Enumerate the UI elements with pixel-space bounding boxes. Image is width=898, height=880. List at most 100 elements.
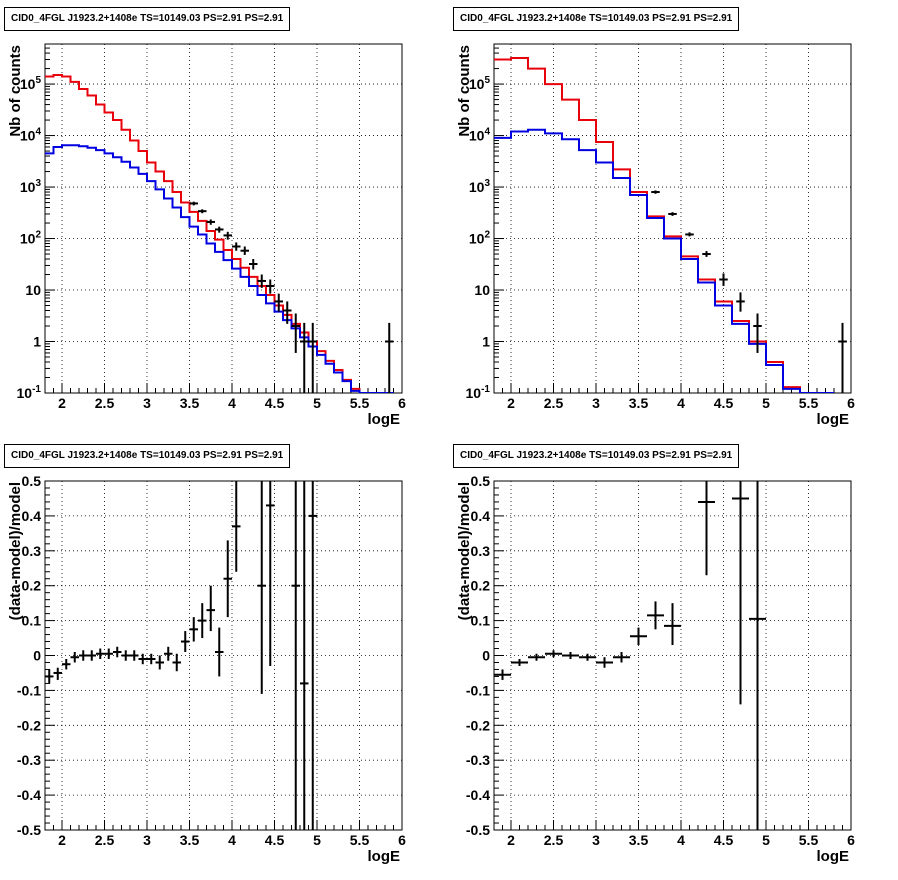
y-tick-label: -0.4 [466,787,490,803]
data-point [838,322,847,393]
data-point [130,650,139,661]
x-tick-label: 5.5 [350,832,370,848]
plot-area-top-right [494,57,847,393]
data-point [96,648,105,659]
data-point [240,246,249,255]
histogram-series-red [45,73,394,393]
x-tick-label: 4 [228,832,236,848]
data-point [274,293,283,312]
panel-title-top-right: CID0_4FGL J1923.2+1408e TS=10149.03 PS=2… [453,7,740,31]
data-point [198,209,207,214]
x-tick-label: 5.5 [799,395,819,411]
y-tick-label: -0.1 [17,682,41,698]
x-tick-label: 2.5 [544,395,564,411]
data-point [647,601,664,630]
data-point [62,658,71,670]
x-axis-label: logE [368,411,401,428]
y-tick-label: 0.5 [22,473,42,489]
y-tick-label: 104 [469,127,491,144]
x-tick-label: 4 [677,395,685,411]
x-tick-label: 6 [398,395,406,411]
y-tick-label: 0.3 [22,543,42,559]
data-point [215,627,224,677]
x-tick-label: 5 [762,832,770,848]
y-tick-label: 102 [469,230,491,247]
y-axis-label: Nb of counts [7,45,24,137]
x-tick-label: 3 [592,832,600,848]
x-tick-label: 6 [847,832,855,848]
y-axis-label: Nb of counts [456,45,473,137]
data-point [308,481,317,830]
x-tick-label: 5.5 [350,395,370,411]
data-point [147,653,156,665]
x-axis-label: logE [817,848,850,865]
y-tick-label: 10-1 [17,384,42,401]
y-tick-label: 0.3 [471,543,491,559]
y-tick-label: -0.5 [17,822,41,838]
data-point [300,322,309,393]
y-tick-label: 10-1 [466,384,491,401]
x-axis-label: logE [368,848,401,865]
x-tick-label: 5 [313,832,321,848]
x-tick-label: 4.5 [265,395,285,411]
data-point [300,481,309,830]
plot-frame [493,480,852,831]
y-tick-label: 104 [20,127,42,144]
data-point [206,585,215,632]
data-point [732,481,749,705]
y-tick-label: 0.2 [22,578,42,594]
data-point [155,655,164,670]
data-point [232,481,241,572]
y-tick-label: 103 [20,178,42,195]
y-tick-label: -0.4 [17,787,41,803]
y-axis-label: (data-model)/model [456,482,473,620]
data-point [651,190,660,194]
y-tick-label: -0.5 [466,822,490,838]
data-point [283,301,292,324]
data-point [189,617,198,642]
data-point [528,653,545,661]
y-tick-label: 0.2 [471,578,491,594]
data-point [249,259,258,270]
panel-title-bottom-left: CID0_4FGL J1923.2+1408e TS=10149.03 PS=2… [4,444,291,468]
y-tick-label: 0 [33,648,41,664]
y-tick-label: 105 [20,75,42,92]
panel-title-top-left: CID0_4FGL J1923.2+1408e TS=10149.03 PS=2… [4,7,291,31]
x-tick-label: 6 [847,395,855,411]
x-axis-label: logE [817,411,850,428]
x-tick-label: 2 [507,832,515,848]
data-point [266,481,275,666]
x-tick-label: 2 [58,395,66,411]
x-tick-label: 4.5 [714,832,734,848]
data-point [79,650,88,661]
data-point [562,652,579,659]
data-point [215,226,224,233]
plot-frame [44,480,403,831]
y-tick-label: 0.1 [22,613,42,629]
y-tick-label: -0.3 [466,752,490,768]
x-tick-label: 5.5 [799,832,819,848]
data-point [308,322,317,393]
data-point [511,658,528,666]
x-tick-label: 3.5 [629,832,649,848]
data-point [223,540,232,618]
plot-area-bottom-right [494,481,766,830]
data-point [291,313,300,353]
x-tick-label: 3 [143,832,151,848]
data-point [189,201,198,206]
x-tick-label: 4.5 [714,395,734,411]
data-point [545,650,562,658]
data-point [53,667,62,680]
y-tick-label: 0.1 [471,613,491,629]
data-point [266,279,275,294]
y-tick-label: 103 [469,178,491,195]
data-point [232,242,241,251]
histogram-series-blue [494,128,834,393]
y-tick-label: 10 [474,282,490,298]
data-point [579,653,596,661]
data-point [630,627,647,646]
